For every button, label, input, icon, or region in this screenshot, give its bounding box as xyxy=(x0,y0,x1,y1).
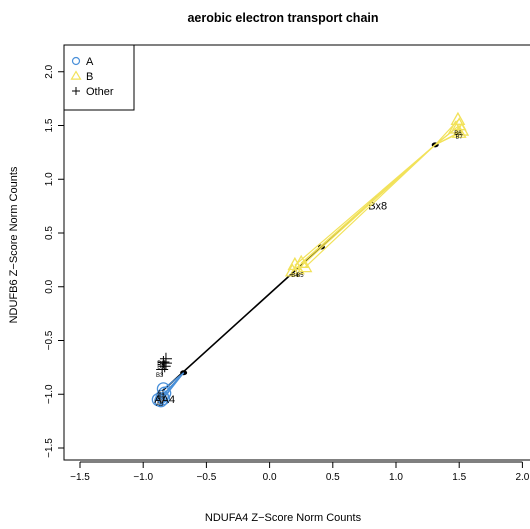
x-axis: −1.5 −1.0 −0.5 0.0 0.5 1.0 1.5 2.0 xyxy=(70,461,530,483)
series-a-spoke xyxy=(163,372,185,390)
x-tick-label: −0.5 xyxy=(197,472,217,483)
y-tick-label: 1.5 xyxy=(44,118,55,132)
series-b-point xyxy=(297,259,313,273)
series-b-spoke xyxy=(291,144,436,273)
point-label: B4 xyxy=(291,273,299,279)
point-label: A3 xyxy=(157,397,165,403)
x-tick-label: 0.5 xyxy=(326,472,340,483)
series-b-spoke xyxy=(434,128,456,146)
chart-title: aerobic electron transport chain xyxy=(187,11,378,25)
point-label: B6 xyxy=(454,131,462,137)
x-tick-label: 2.0 xyxy=(515,472,529,483)
y-axis: −1.5 −1.0 −0.5 0.0 0.5 1.0 1.5 2.0 xyxy=(44,64,65,458)
point-label: B7 xyxy=(456,134,464,140)
legend-a-symbol xyxy=(71,56,81,66)
x-tick-label: −1.0 xyxy=(133,472,153,483)
point-label: B3 xyxy=(156,373,164,379)
series-b-spoke xyxy=(304,144,436,268)
legend-box xyxy=(63,44,135,111)
series-b-point xyxy=(284,263,300,277)
series-other-point xyxy=(156,363,169,376)
data-marks xyxy=(151,111,470,408)
series-other-point xyxy=(159,357,172,370)
point-label: A5 xyxy=(156,402,164,408)
point-label: A1 xyxy=(157,390,165,396)
series-b-point xyxy=(450,111,466,125)
legend: AB Other xyxy=(63,44,135,111)
point-label: A2 xyxy=(157,393,165,399)
point-label: AA4 xyxy=(154,394,175,406)
legend-a-label: A xyxy=(86,56,94,68)
y-tick-label: −1.0 xyxy=(44,384,55,404)
y-tick-label: 0.0 xyxy=(44,279,55,293)
series-b-point xyxy=(454,122,470,136)
series-a-point xyxy=(156,391,171,406)
x-axis-label: NDUFA4 Z−Score Norm Counts xyxy=(205,512,362,524)
x-tick-label: 1.5 xyxy=(452,472,466,483)
x-tick-label: 1.0 xyxy=(389,472,403,483)
series-other-point xyxy=(158,360,171,373)
legend-b-symbol xyxy=(70,70,82,80)
point-label: B1 xyxy=(157,361,165,367)
legend-other-label: Other xyxy=(86,86,114,98)
point-label: B2 xyxy=(157,364,165,370)
legend-other-symbol xyxy=(72,87,80,95)
y-tick-label: 0.5 xyxy=(44,226,55,240)
legend-b-label: B xyxy=(86,71,93,83)
y-tick-label: −0.5 xyxy=(44,330,55,350)
y-tick-label: 1.0 xyxy=(44,172,55,186)
series-b-point xyxy=(451,124,467,138)
series-a-point xyxy=(151,392,166,407)
x-tick-label: 0.0 xyxy=(263,472,277,483)
x-tick-label: −1.5 xyxy=(70,472,90,483)
y-tick-label: 2.0 xyxy=(44,64,55,78)
y-tick-label: −1.5 xyxy=(44,438,55,458)
y-axis-label: NDUFB6 Z−Score Norm Counts xyxy=(8,166,20,323)
point-label: B5 xyxy=(296,273,304,279)
